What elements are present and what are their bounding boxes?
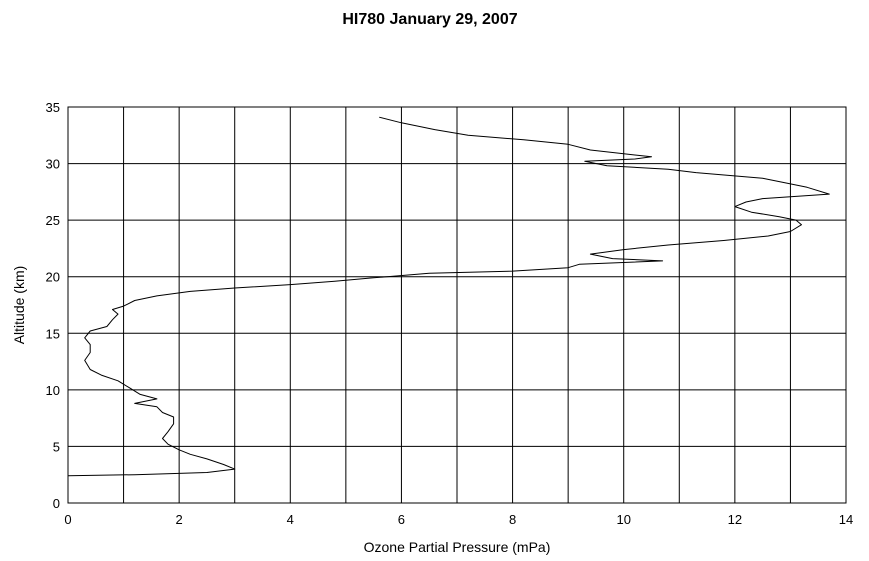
series-layer (67, 116, 830, 477)
y-tick-labels: 0 5 10 15 20 25 30 35 (46, 100, 60, 511)
y-tick-label: 15 (46, 326, 60, 341)
y-tick-label: 0 (53, 496, 60, 511)
y-tick-label: 5 (53, 439, 60, 454)
x-tick-label: 14 (839, 512, 853, 527)
ozone-profile-line (67, 116, 830, 477)
y-tick-label: 25 (46, 213, 60, 228)
grid-layer (67, 106, 847, 504)
x-tick-label: 12 (728, 512, 742, 527)
y-axis-label: Altitude (km) (11, 266, 27, 345)
x-tick-label: 0 (64, 512, 71, 527)
x-tick-label: 6 (398, 512, 405, 527)
x-tick-labels: 0 2 4 6 8 10 12 14 (64, 512, 853, 527)
y-tick-label: 10 (46, 383, 60, 398)
x-tick-label: 8 (509, 512, 516, 527)
y-tick-label: 20 (46, 270, 60, 285)
chart-title: HI780 January 29, 2007 (342, 11, 517, 28)
x-axis-label: Ozone Partial Pressure (mPa) (364, 539, 551, 555)
x-tick-label: 4 (287, 512, 294, 527)
y-tick-label: 30 (46, 157, 60, 172)
x-tick-label: 2 (176, 512, 183, 527)
y-tick-label: 35 (46, 100, 60, 115)
x-tick-label: 10 (616, 512, 630, 527)
plot-frame (67, 106, 847, 504)
